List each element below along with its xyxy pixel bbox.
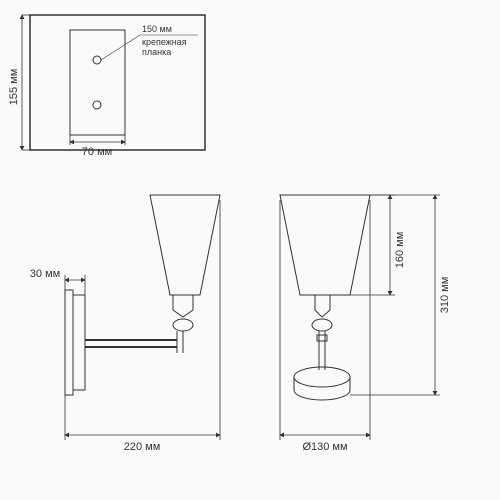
dim-plate-height: 155 мм [8,69,20,106]
callout-text-2: планка [142,47,171,57]
mounting-plate-diagram: 155 мм 70 мм 150 мм крепежная планка [8,15,205,158]
dim-total-height: 310 мм [439,277,451,314]
dim-side-width: 220 мм [124,441,161,453]
callout-text-1: крепежная [142,37,187,47]
side-view-diagram: 30 мм 220 мм [30,195,220,453]
dim-diameter: Ø130 мм [302,441,347,453]
dim-plate-width: 70 мм [82,146,112,158]
callout-150: 150 мм [142,24,172,34]
front-view-diagram: 160 мм 310 мм Ø130 мм [280,195,451,453]
technical-drawing: 155 мм 70 мм 150 мм крепежная планка 30 … [0,0,500,500]
dim-shade-height: 160 мм [394,232,406,269]
dim-depth: 30 мм [30,268,60,280]
